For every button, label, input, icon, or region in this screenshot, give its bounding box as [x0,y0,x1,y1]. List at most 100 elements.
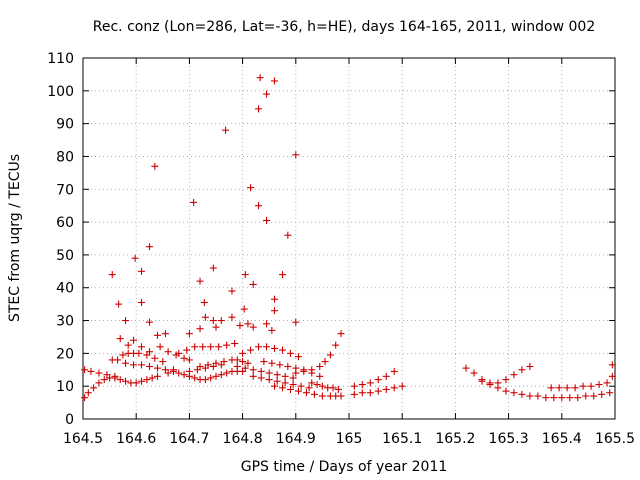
data-point [271,77,279,85]
data-point [156,343,164,351]
x-tick-label: 164.7 [169,431,209,447]
data-point [201,376,209,384]
data-point [590,392,598,400]
data-point [300,367,308,375]
data-point [244,359,252,367]
data-point [199,343,207,351]
data-point [263,320,271,328]
data-point [502,376,510,384]
data-point [255,202,263,210]
y-tick-label: 90 [56,117,74,133]
data-point [212,323,220,331]
data-point [130,336,138,344]
data-point [350,390,358,398]
data-point [337,330,345,338]
x-tick-label: 164.6 [116,431,156,447]
data-point [542,394,550,402]
data-point [130,361,138,369]
data-point [100,376,108,384]
data-point [366,379,374,387]
data-point [284,362,292,370]
data-point [547,384,555,392]
data-point [358,381,366,389]
data-point [263,216,271,224]
data-point [510,389,518,397]
data-point [135,349,143,357]
data-point [332,341,340,349]
data-point [209,362,217,370]
x-tick-label: 165.2 [435,431,475,447]
data-point [350,382,358,390]
y-tick-label: 0 [65,412,74,428]
data-point [313,381,321,389]
data-point [321,358,329,366]
data-point [276,361,284,369]
data-point [281,379,289,387]
data-point [608,372,616,380]
data-point [95,379,103,387]
data-point [122,359,130,367]
data-point [249,372,257,380]
data-point [180,371,188,379]
data-point [81,366,89,374]
x-axis-label: GPS time / Days of year 2011 [241,459,448,475]
data-point [131,254,139,262]
data-point [526,362,534,370]
data-point [119,351,127,359]
data-point [228,287,236,295]
data-point [268,359,276,367]
data-point [153,372,161,380]
x-tick-label: 165.1 [382,431,422,447]
data-point [215,343,223,351]
data-point [185,356,193,364]
x-axis-ticks: 164.5 164.6 164.7 164.8 164.9 165 165.1 165.2 16… [63,58,635,447]
y-tick-label: 10 [56,379,74,395]
data-point [582,392,590,400]
x-tick-label: 164.9 [276,431,316,447]
data-point [201,313,209,321]
data-point [223,341,231,349]
data-point [310,390,318,398]
data-point [563,384,571,392]
data-point [191,374,199,382]
data-point [316,362,324,370]
data-point [241,271,249,279]
y-tick-label: 100 [47,84,74,100]
data-point [122,317,130,325]
data-point [271,344,279,352]
x-tick-label: 165.5 [595,431,635,447]
data-point [518,390,526,398]
data-point [286,349,294,357]
data-point [281,372,289,380]
data-point [138,343,146,351]
data-point [244,320,252,328]
data-point [138,298,146,306]
data-point [265,376,273,384]
data-point [217,361,225,369]
data-point [169,367,177,375]
data-point [574,394,582,402]
data-point [305,384,313,392]
data-point [191,343,199,351]
data-point [217,317,225,325]
data-point [566,394,574,402]
x-tick-label: 165 [336,431,363,447]
data-point [185,330,193,338]
data-point [374,376,382,384]
data-point [240,305,248,313]
data-point [132,379,140,387]
data-point [289,374,297,382]
x-tick-label: 164.8 [223,431,263,447]
data-point [146,243,153,251]
data-point [108,271,116,279]
y-tick-label: 60 [56,215,74,231]
data-point [153,331,161,339]
data-point [603,379,611,387]
data-point [146,318,153,326]
data-point [271,382,279,390]
data-point [255,105,263,113]
data-point [571,384,579,392]
data-point [228,313,236,321]
data-point [579,382,587,390]
